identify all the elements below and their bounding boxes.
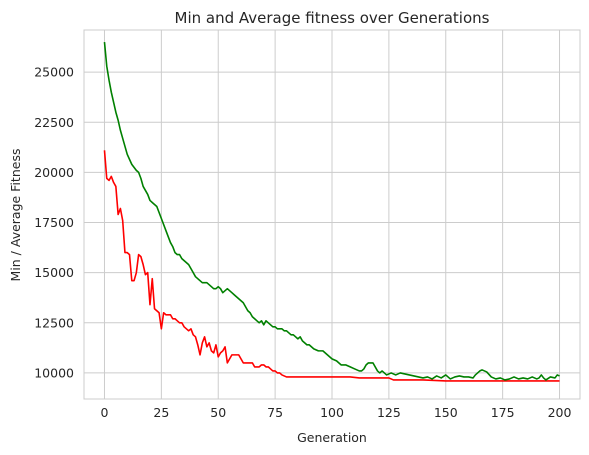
series-line-1 <box>103 150 560 382</box>
x-tick-labels: 0 25 50 75 100 125 150 175 200 <box>101 405 572 420</box>
series-line-2 <box>103 41 560 381</box>
x-tick-label: 25 <box>153 405 169 420</box>
x-gridlines <box>103 30 561 399</box>
x-tick-label: 75 <box>267 405 283 420</box>
y-axis-label: Min / Average Fitness <box>8 149 23 282</box>
x-tick-label: 125 <box>377 405 401 420</box>
x-tick-label: 175 <box>491 405 515 420</box>
y-tick-labels: 10000 12500 15000 17500 20000 22500 25000 <box>34 65 74 381</box>
y-tick-label: 25000 <box>34 65 74 80</box>
x-tick-label: 150 <box>434 405 458 420</box>
y-tick-label: 20000 <box>34 165 74 180</box>
x-tick-label: 200 <box>548 405 572 420</box>
y-tick-label: 15000 <box>34 265 74 280</box>
x-tick-label: 0 <box>101 405 109 420</box>
chart-title: Min and Average fitness over Generations <box>175 9 490 27</box>
y-tick-label: 17500 <box>34 215 74 230</box>
y-tick-label: 12500 <box>34 315 74 330</box>
x-tick-label: 100 <box>320 405 344 420</box>
x-tick-label: 50 <box>210 405 226 420</box>
y-tick-label: 22500 <box>34 115 74 130</box>
series-layer <box>103 41 560 382</box>
y-gridlines <box>84 71 580 374</box>
y-tick-label: 10000 <box>34 365 74 380</box>
x-axis-label: Generation <box>297 430 367 445</box>
